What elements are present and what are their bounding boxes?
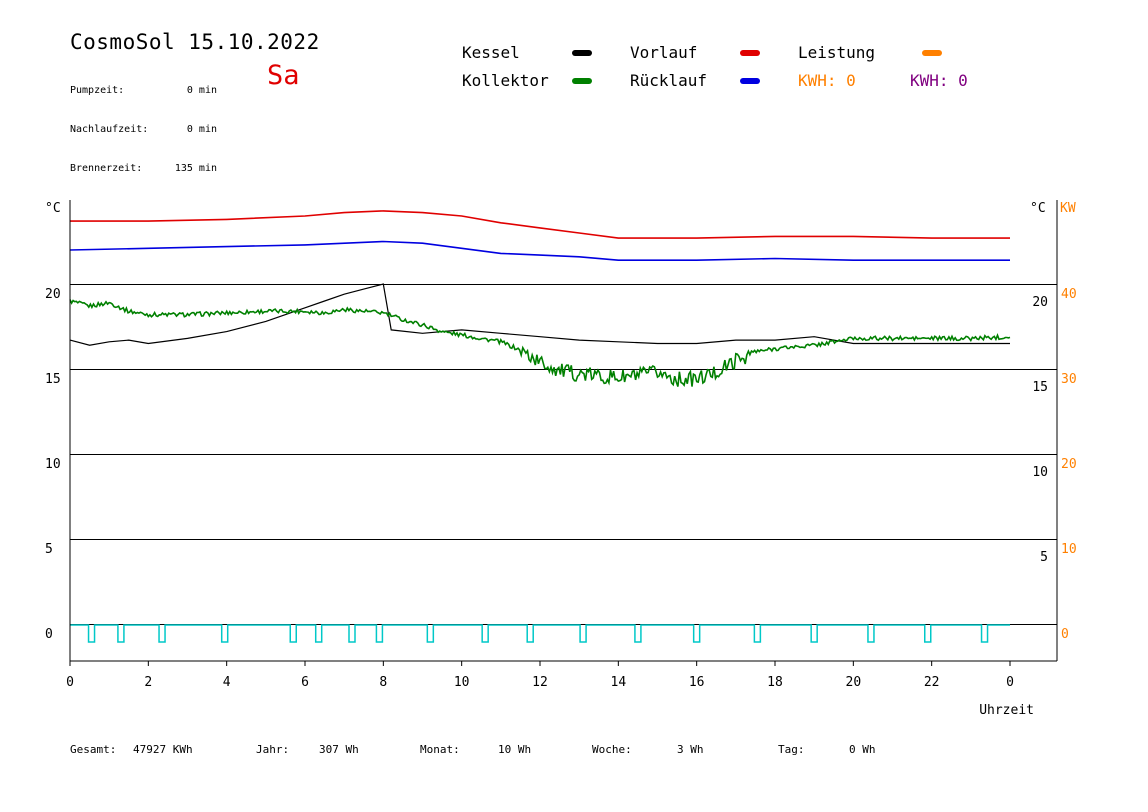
y-right2-unit-label: KW xyxy=(1060,201,1076,216)
footer-jahr-value: 307 Wh xyxy=(319,743,359,756)
footer-jahr-label: Jahr: xyxy=(256,743,290,756)
x-tick-label: 22 xyxy=(924,675,940,690)
y-right2-tick-label: 0 xyxy=(1061,627,1069,642)
stat-pumpzeit: Pumpzeit: xyxy=(70,85,125,96)
chart-title: CosmoSol 15.10.2022 xyxy=(70,30,320,54)
y-left-tick-label: 0 xyxy=(45,627,53,642)
grid xyxy=(70,284,1057,625)
series-line-kollektor xyxy=(69,299,1011,387)
x-tick-label: 20 xyxy=(846,675,862,690)
legend-kollektor-label: Kollektor xyxy=(462,71,549,90)
series-line-vorlauf xyxy=(70,210,1010,239)
y-right2-tick-label: 40 xyxy=(1061,287,1077,302)
y-left-tick-label: 15 xyxy=(45,372,61,387)
y-right2-tick-label: 30 xyxy=(1061,372,1077,387)
legend-leistung-label: Leistung xyxy=(798,43,876,62)
footer-gesamt-label: Gesamt: xyxy=(70,743,117,756)
footer-tag-label: Tag: xyxy=(778,743,805,756)
legend-kessel-label: Kessel xyxy=(462,43,520,62)
y-left-tick-label: 20 xyxy=(45,287,61,302)
x-tick-label: 8 xyxy=(379,675,387,690)
footer-woche-label: Woche: xyxy=(592,743,632,756)
y-left-tick-label: 10 xyxy=(45,457,61,472)
footer-woche-value: 3 Wh xyxy=(677,743,704,756)
x-tick-label: 4 xyxy=(223,675,231,690)
legend-kollektor-swatch xyxy=(572,78,592,84)
x-tick-label: 10 xyxy=(454,675,470,690)
series-line-kessel xyxy=(69,283,1010,346)
y-right-unit-label: °C xyxy=(1030,201,1046,216)
y-right-tick-label: 10 xyxy=(1032,465,1048,480)
legend-ruecklauf-label: Rücklauf xyxy=(630,71,708,90)
stat-pumpzeit-value: 0 min xyxy=(186,85,217,96)
axes: 20 15 10 5 0 °C 20 15 10 5 °C 40 30 20 10 0 KW 0 2 4 6 8 10 12 1… xyxy=(45,200,1077,718)
stat-brennerzeit: Brennerzeit: xyxy=(70,163,143,174)
stat-nachlaufzeit-value: 0 min xyxy=(186,124,217,135)
y-right2-tick-label: 10 xyxy=(1061,542,1077,557)
weekday-label: Sa xyxy=(267,60,300,91)
legend-kessel-swatch xyxy=(572,50,592,56)
stats-block: Pumpzeit: Nachlaufzeit: Brennerzeit: xyxy=(70,58,148,188)
y-left-tick-label: 5 xyxy=(45,542,53,557)
y-right-tick-label: 15 xyxy=(1032,380,1048,395)
x-tick-label: 18 xyxy=(767,675,783,690)
kwh-purple-value: KWH: 0 xyxy=(910,71,968,90)
x-tick-label: 2 xyxy=(144,675,152,690)
y-right2-tick-label: 20 xyxy=(1061,457,1077,472)
footer-gesamt-value: 47927 KWh xyxy=(133,743,193,756)
y-left-unit-label: °C xyxy=(45,201,61,216)
legend-ruecklauf-swatch xyxy=(740,78,760,84)
y-right-tick-label: 5 xyxy=(1040,550,1048,565)
series-line-rcklauf xyxy=(69,240,1010,261)
series xyxy=(69,210,1011,643)
footer-monat-value: 10 Wh xyxy=(498,743,532,756)
x-tick-label: 12 xyxy=(532,675,548,690)
x-tick-label: 0 xyxy=(1006,675,1014,690)
legend-vorlauf-label: Vorlauf xyxy=(630,43,698,62)
stat-brennerzeit-value: 135 min xyxy=(174,163,217,174)
series-line-burner xyxy=(70,624,1010,643)
x-tick-label: 6 xyxy=(301,675,309,690)
y-right-tick-label: 20 xyxy=(1032,295,1048,310)
footer-tag-value: 0 Wh xyxy=(849,743,876,756)
x-tick-label: 0 xyxy=(66,675,74,690)
kwh-orange-value: KWH: 0 xyxy=(798,71,856,90)
x-axis-title: Uhrzeit xyxy=(979,703,1034,718)
legend-vorlauf-swatch xyxy=(740,50,760,56)
stats-values: 0 min 0 min 135 min xyxy=(160,58,217,188)
footer-monat-label: Monat: xyxy=(420,743,460,756)
legend-leistung-swatch xyxy=(922,50,942,56)
stat-nachlaufzeit: Nachlaufzeit: xyxy=(70,124,149,135)
x-tick-label: 16 xyxy=(689,675,705,690)
x-tick-label: 14 xyxy=(611,675,627,690)
